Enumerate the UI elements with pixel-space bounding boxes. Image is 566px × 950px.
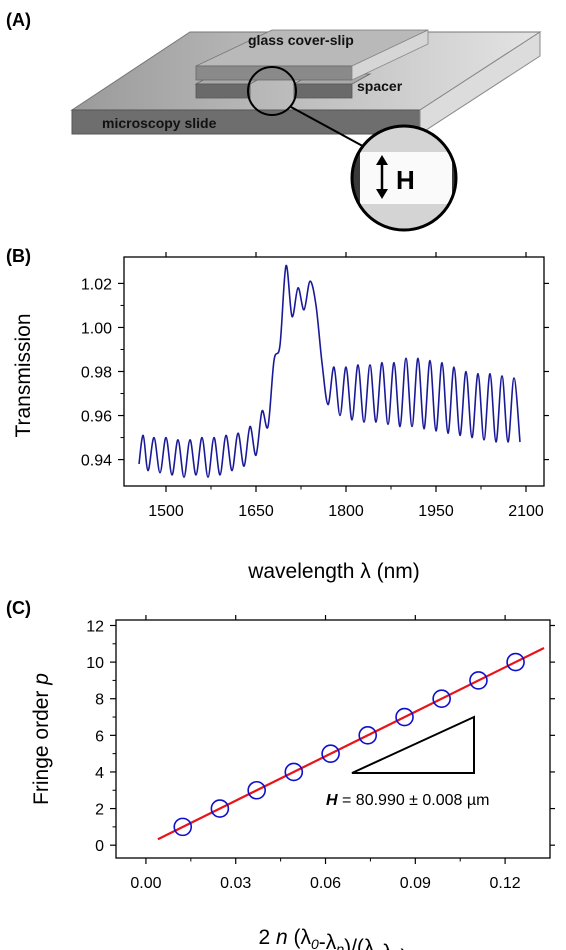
y-tick-label: 0 — [95, 838, 104, 855]
height-symbol: H — [396, 165, 415, 195]
transmission-series-line — [138, 264, 521, 479]
glass-cover-slip — [195, 29, 429, 81]
y-axis-title: Fringe order p — [30, 673, 53, 805]
plot-frame — [123, 256, 545, 487]
fringe-order-chart: 0.00 0.03 0.06 0.09 0.12 0 2 4 6 8 10 12 2 n (λ0-λp)… — [30, 615, 555, 950]
x-tick-label: 1650 — [238, 503, 274, 520]
height-arrow-icon — [376, 155, 388, 199]
x-axis: 1500 1650 1800 1950 2100 — [148, 252, 544, 520]
y-tick-label: 0.96 — [81, 409, 112, 426]
data-point — [395, 707, 414, 727]
slide-label: microscopy slide — [102, 115, 217, 131]
x-axis-title: wavelength λ (nm) — [247, 560, 420, 583]
slope-triangle — [351, 715, 475, 774]
data-point — [506, 652, 525, 672]
y-tick-label: 2 — [95, 802, 104, 819]
x-tick-label: 0.06 — [310, 875, 341, 892]
y-tick-label: 4 — [95, 765, 104, 782]
spectrum-chart: 1500 1650 1800 1950 2100 0.94 0.96 0.98 1.00 1.02… — [12, 252, 549, 583]
y-axis: 0.94 0.96 0.98 1.00 1.02 — [81, 276, 549, 470]
y-tick-label: 10 — [86, 655, 104, 672]
x-tick-label: 2100 — [508, 503, 544, 520]
y-tick-label: 1.02 — [81, 276, 112, 293]
x-tick-label: 1500 — [148, 503, 184, 520]
y-tick-label: 0.94 — [81, 453, 112, 470]
x-tick-label: 0.03 — [220, 875, 251, 892]
x-axis-title: 2 n (λ0-λp)/(λpλ0) — [258, 926, 407, 950]
x-tick-label: 1800 — [328, 503, 364, 520]
thickness-result: H = 80.990 ± 0.008 µm — [326, 792, 489, 809]
y-tick-label: 8 — [95, 692, 104, 709]
data-point — [210, 799, 230, 818]
x-tick-label: 1950 — [418, 503, 454, 520]
panel-a-label: (A) — [6, 10, 31, 30]
panel-b-label: (B) — [6, 246, 31, 266]
data-point — [358, 726, 378, 745]
thickness-value: = 80.990 ± 0.008 µm — [338, 792, 490, 809]
data-point — [321, 744, 340, 763]
data-point — [247, 780, 266, 800]
x-axis: 0.00 0.03 0.06 0.09 0.12 — [130, 615, 521, 892]
x-tick-label: 0.00 — [130, 875, 161, 892]
spacer-label: spacer — [357, 78, 403, 94]
y-tick-label: 12 — [86, 618, 104, 635]
zoom-source-circle — [247, 66, 297, 116]
x-tick-label: 0.09 — [400, 875, 431, 892]
plot-frame — [115, 619, 551, 859]
linear-fit-line — [157, 646, 545, 841]
data-point — [432, 689, 451, 709]
thickness-symbol: H — [326, 792, 338, 809]
y-axis-title: Transmission — [12, 313, 35, 437]
y-tick-label: 6 — [95, 728, 104, 745]
zoom-connector — [290, 106, 371, 151]
cover-slip-label: glass cover-slip — [248, 32, 354, 48]
x-tick-label: 0.12 — [490, 875, 521, 892]
data-point — [469, 671, 488, 690]
data-point — [284, 762, 304, 782]
y-tick-label: 0.98 — [81, 365, 112, 382]
data-point — [173, 817, 193, 837]
panel-c-label: (C) — [6, 598, 31, 618]
y-axis: 0 2 4 6 8 10 12 — [86, 618, 555, 855]
y-tick-label: 1.00 — [81, 320, 112, 337]
